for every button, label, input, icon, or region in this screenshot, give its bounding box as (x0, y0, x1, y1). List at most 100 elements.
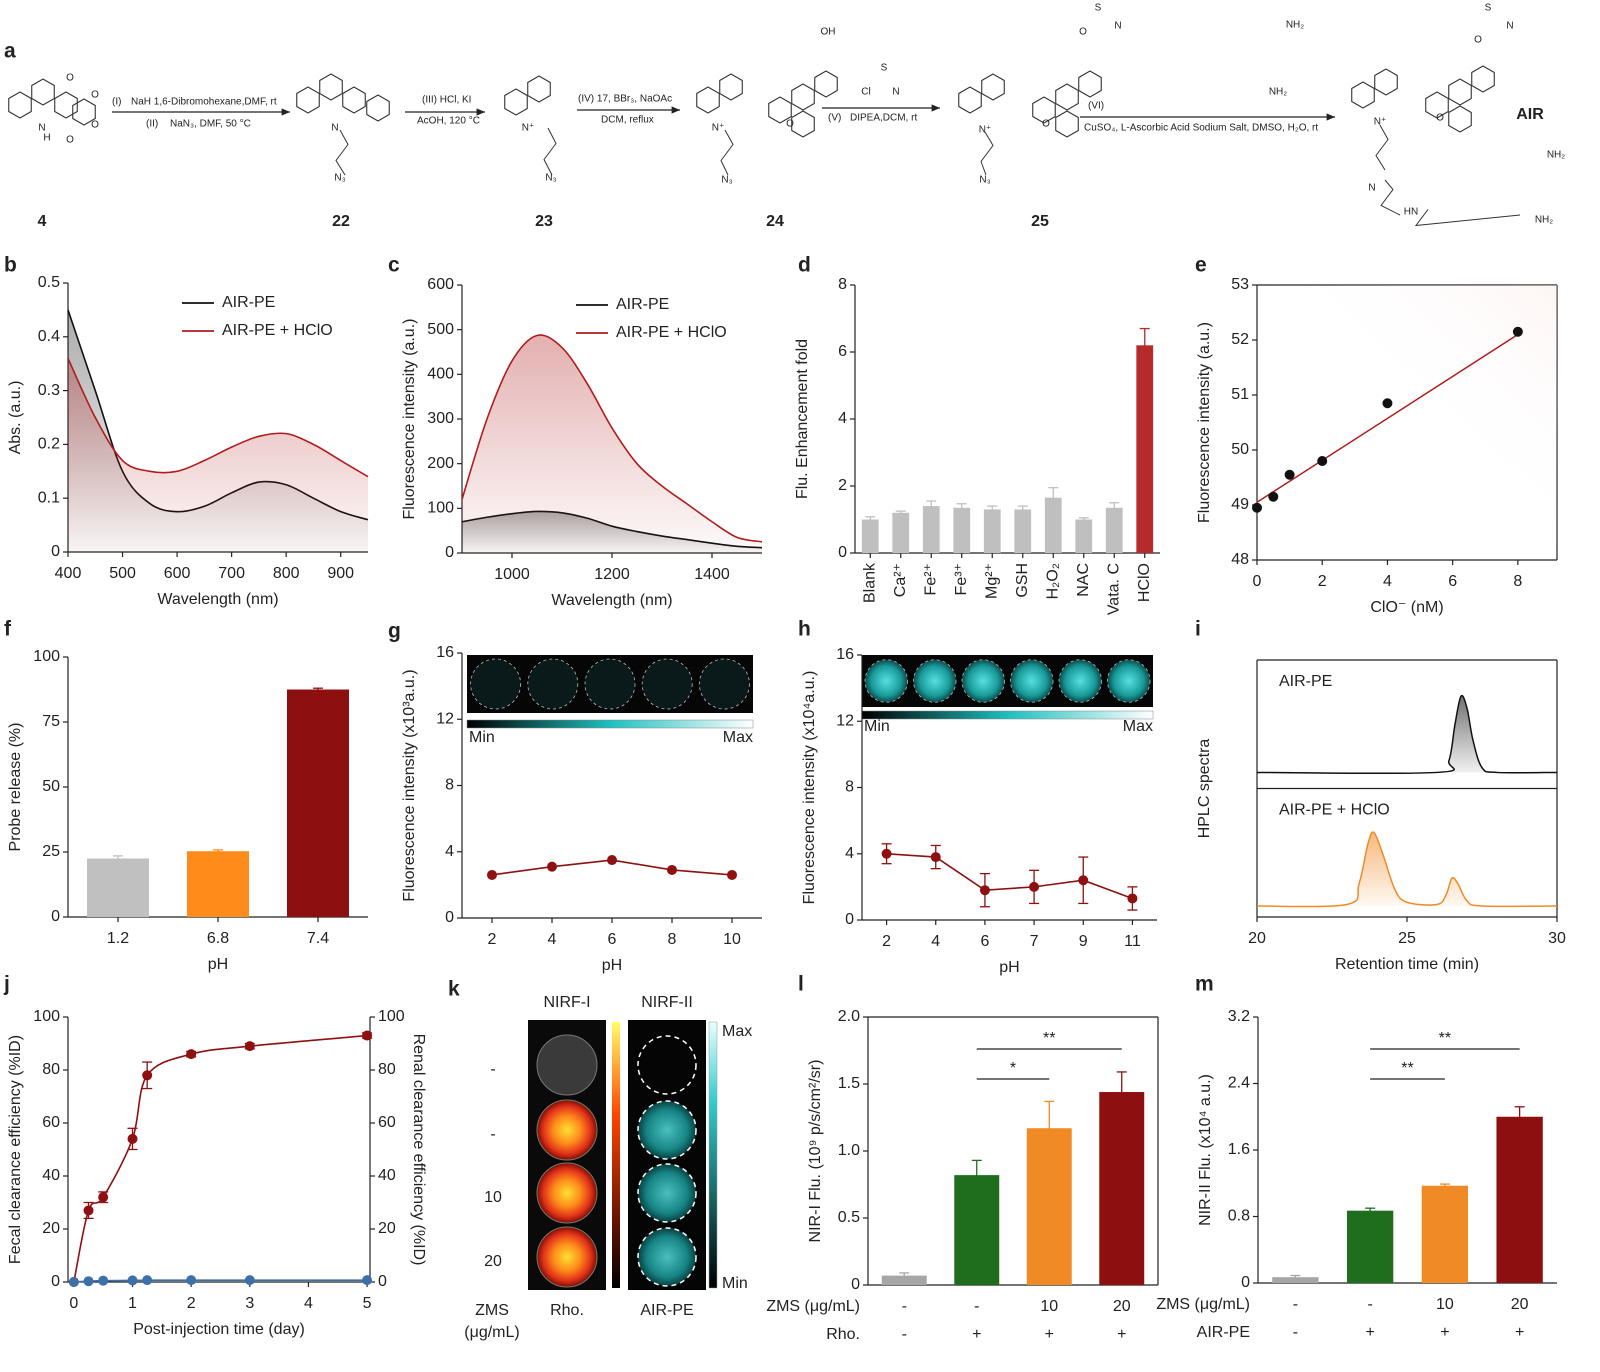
y-tick-label: 0 (51, 908, 60, 925)
x-tick-label: HClO (1136, 563, 1153, 602)
error-bar (1439, 1183, 1450, 1189)
x-tick-label: 9 (1079, 933, 1088, 950)
compound-number: 23 (535, 213, 553, 230)
error-bar (1044, 1100, 1055, 1156)
area-fill (1257, 695, 1557, 774)
atom-label: S (1095, 3, 1102, 14)
marker (186, 1275, 197, 1286)
marker (98, 1275, 109, 1286)
x-tick-label: 1000 (494, 566, 530, 583)
marker (1127, 893, 1138, 904)
atom-label: NH₂ (1535, 215, 1553, 226)
footer-label: (μg/mL) (464, 1324, 519, 1341)
x-tick-label: 20 (1248, 930, 1266, 947)
marker (83, 1276, 94, 1287)
inset-well (1010, 659, 1054, 703)
y-tick-label: 20 (42, 1220, 60, 1237)
well-nirf1 (536, 1226, 598, 1288)
x-tick-label: 1.2 (107, 930, 129, 947)
y-tick-label: 0.3 (38, 382, 60, 399)
row-label: ZMS (μg/mL) (1156, 1296, 1250, 1313)
atom-label: N (38, 123, 45, 134)
marker (979, 885, 990, 896)
ring (527, 75, 551, 103)
y-axis-label: Flu. Enhancement fold (794, 339, 811, 499)
bar (983, 509, 1001, 553)
ring (342, 86, 366, 114)
reaction-condition: (III) HCl, KI (422, 95, 471, 106)
x-axis-label: Wavelength (nm) (157, 591, 278, 608)
x-tick-label: 1400 (694, 566, 730, 583)
y-tick-label: 0 (445, 909, 454, 926)
y-tick-label: 6 (838, 343, 847, 360)
x-tick-label: 4 (548, 931, 557, 948)
area-fill (68, 358, 368, 552)
ring (1055, 83, 1079, 111)
bar (1014, 509, 1032, 553)
inset-well (699, 658, 750, 710)
inset-colorbar (861, 710, 1154, 720)
atom-label: O (66, 73, 74, 84)
row-cell: + (1440, 1324, 1449, 1341)
atom-label: N₃ (721, 175, 732, 186)
x-tick-label: 2 (488, 931, 497, 948)
ring (504, 88, 528, 116)
ring (54, 91, 78, 119)
y-tick-label: 60 (42, 1114, 60, 1131)
error-bar (1048, 487, 1059, 509)
significance-label: ** (1401, 1060, 1413, 1077)
y-tick-label: 49 (1231, 496, 1249, 513)
x-axis-label: Post-injection time (day) (133, 1321, 305, 1338)
row-cell: - (1293, 1324, 1298, 1341)
atom-label: N (331, 123, 338, 134)
y-tick-label: 600 (427, 276, 454, 293)
x-tick-label: GSH (1014, 563, 1031, 598)
y-tick-label: 0 (838, 544, 847, 561)
x-tick-label: 400 (55, 565, 82, 582)
row-cell: + (1045, 1326, 1054, 1343)
marker (667, 864, 677, 875)
reaction-condition: CuSO₄, L-Ascorbic Acid Sodium Salt, DMSO… (1084, 123, 1318, 134)
bar (881, 1275, 927, 1285)
y-tick-label: 1.0 (838, 1142, 860, 1159)
y-tick-label: 1.5 (838, 1075, 860, 1092)
legend-label: AIR-PE + HClO (616, 324, 727, 341)
marker (727, 869, 737, 880)
chain (980, 131, 994, 176)
reaction-condition: (V) (828, 113, 841, 124)
inset-well (1107, 659, 1151, 703)
panel-letter: c (388, 254, 400, 277)
atom-label: N₃ (334, 173, 345, 184)
x-tick-label: 500 (109, 565, 136, 582)
significance-label: ** (1439, 1030, 1451, 1047)
inset-colorbar (466, 719, 754, 729)
y2-tick-label: 60 (378, 1114, 396, 1131)
line-series (461, 334, 763, 543)
atom-label: OH (821, 27, 836, 38)
y-tick-label: 300 (427, 410, 454, 427)
x-tick-label: 6 (980, 933, 989, 950)
row-label: - (490, 1061, 495, 1078)
error-bar (1017, 505, 1028, 514)
y-tick-label: 12 (836, 712, 854, 729)
ring (791, 110, 815, 138)
ring (1055, 110, 1079, 138)
reaction-condition: DIPEA,DCM, rt (850, 113, 917, 124)
y-tick-label: 2 (838, 477, 847, 494)
inset-well (584, 658, 636, 710)
y-tick-label: 50 (1231, 441, 1249, 458)
row-cell: 20 (1511, 1296, 1529, 1313)
atom-label: NH₂ (1286, 20, 1304, 31)
panel-letter: e (1195, 254, 1207, 277)
atom-label: O (1474, 35, 1482, 46)
marker (487, 869, 497, 880)
y-axis-label: Fluorescence intensity (a.u.) (401, 319, 418, 520)
chain (1375, 124, 1389, 171)
panel-letter: m (1195, 973, 1214, 996)
ring (696, 86, 720, 114)
y-tick-label: 200 (427, 455, 454, 472)
row-label: Rho. (826, 1326, 860, 1343)
bar (922, 506, 940, 553)
x-tick-label: Fe²⁺ (922, 563, 939, 595)
atom-label: N₃ (545, 173, 556, 184)
